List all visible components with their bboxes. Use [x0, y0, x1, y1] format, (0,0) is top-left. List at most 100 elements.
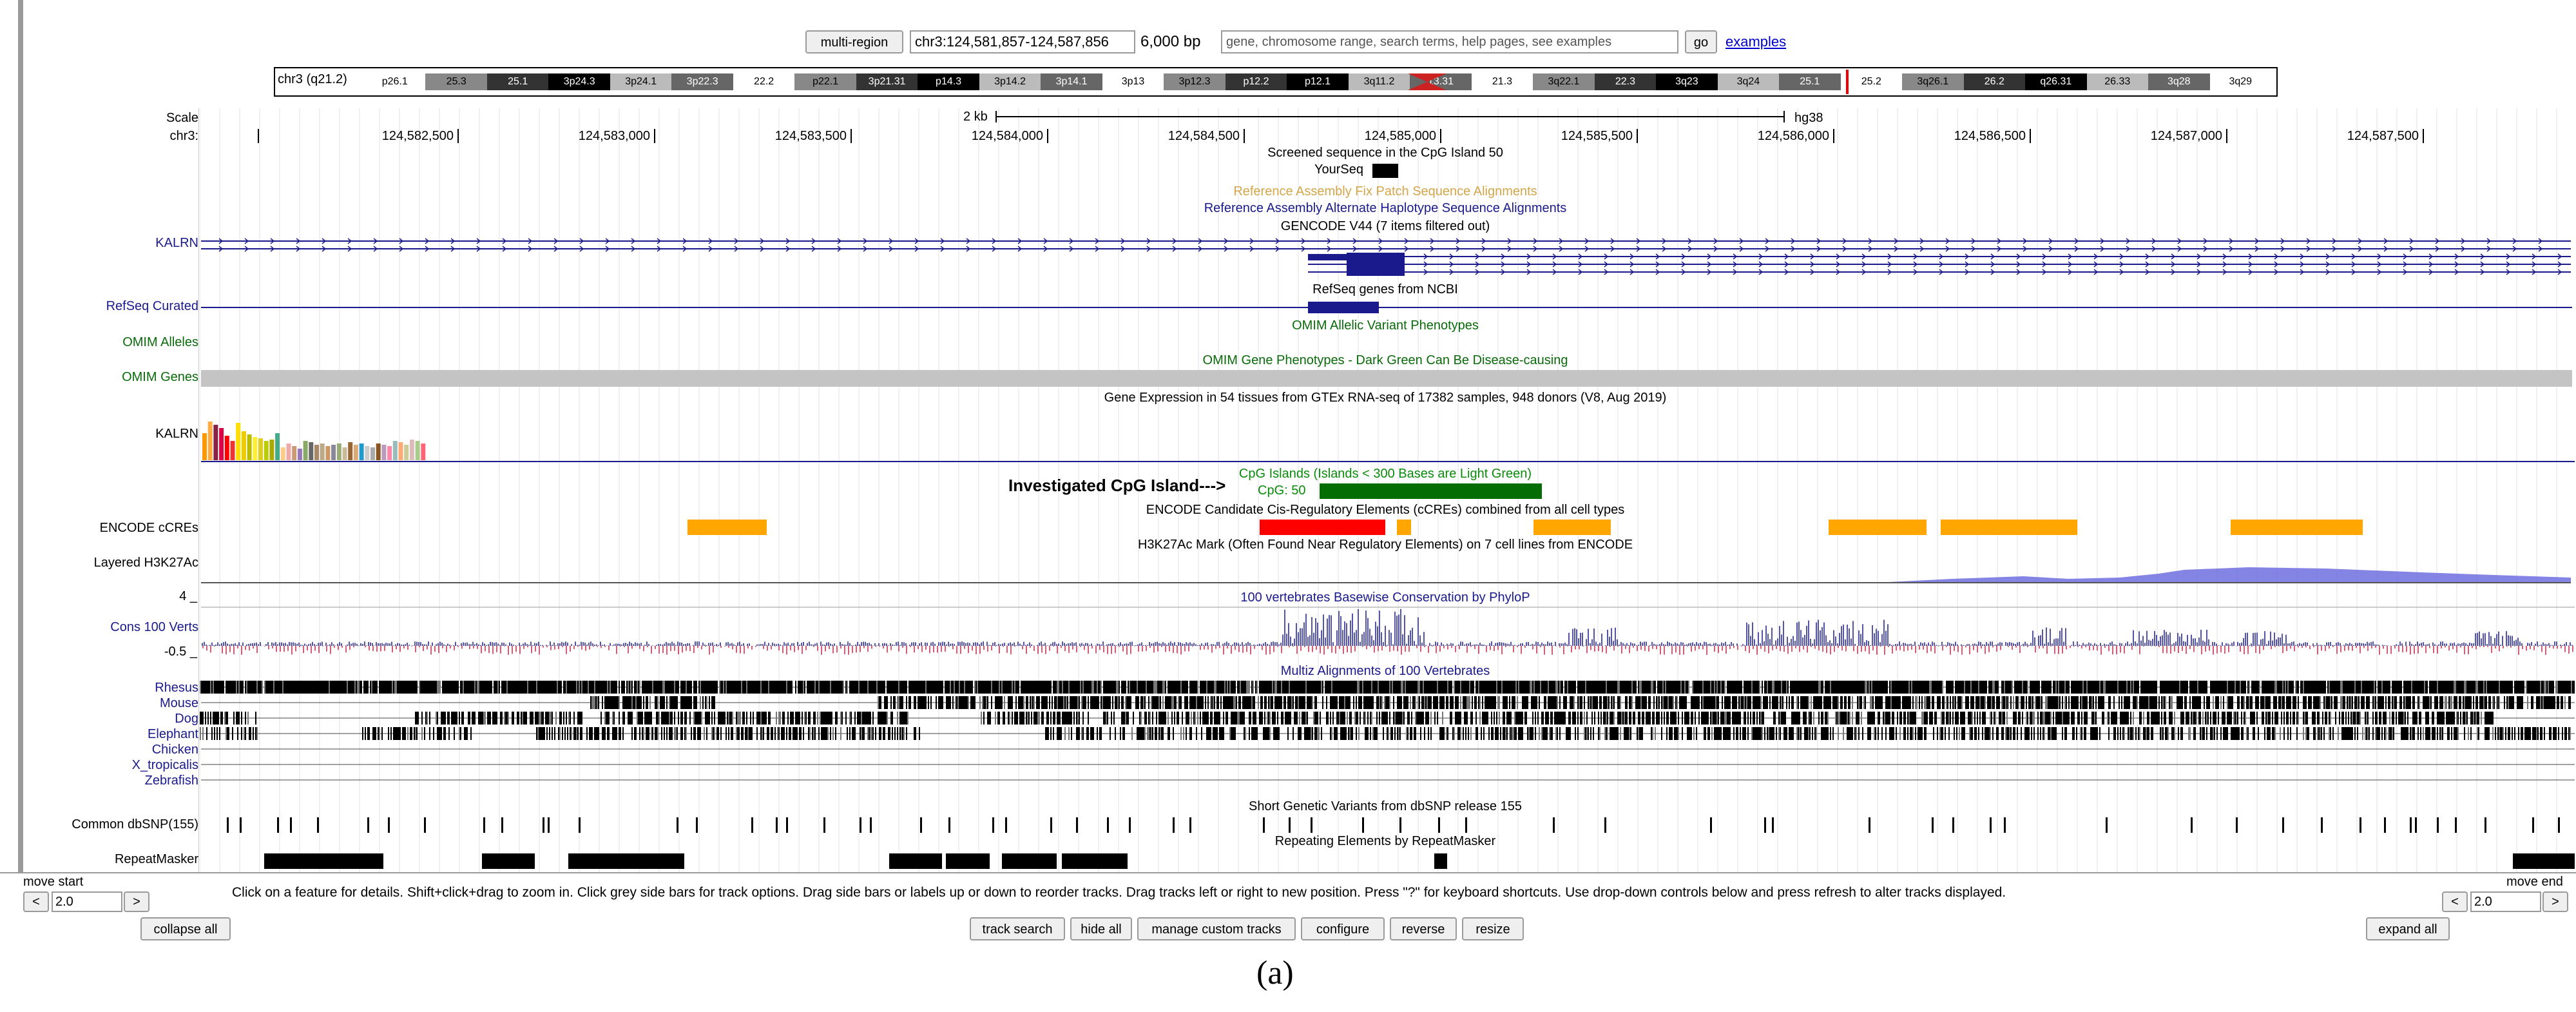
strand-chevron	[2229, 246, 2234, 252]
configure-button[interactable]: configure	[1301, 917, 1385, 940]
yourseq-block[interactable]	[1372, 164, 1398, 178]
screened-title: Screened sequence in the CpG Island 50	[1267, 146, 1503, 160]
move-start-right-button[interactable]: >	[124, 891, 149, 912]
multiz-alignments[interactable]	[200, 678, 2576, 801]
ideogram-band[interactable]: 21.3	[1471, 73, 1533, 90]
dbsnp-variants[interactable]	[200, 816, 2576, 835]
h3k27ac-signal[interactable]	[200, 553, 2576, 585]
reverse-button[interactable]: reverse	[1390, 917, 1457, 940]
ideogram-band[interactable]: q26.31	[2025, 73, 2087, 90]
ideogram-band[interactable]: 3q29	[2209, 73, 2271, 90]
hide-all-button[interactable]: hide all	[1070, 917, 1132, 940]
move-end-left-button[interactable]: <	[2442, 891, 2468, 912]
move-end-right-button[interactable]: >	[2542, 891, 2568, 912]
dbsnp-label[interactable]: Common dbSNP(155)	[72, 817, 198, 832]
ideogram-band[interactable]: 3q23	[1656, 73, 1718, 90]
phylop-signal[interactable]	[200, 606, 2576, 661]
ideogram-band[interactable]: 3p24.1	[610, 73, 672, 90]
ideogram-band[interactable]: p12.2	[1225, 73, 1287, 90]
species-label[interactable]: Elephant	[148, 727, 198, 741]
ideogram-band[interactable]: 3q28	[2148, 73, 2210, 90]
conservation-title: 100 vertebrates Basewise Conservation by…	[1240, 590, 1530, 605]
ccre-element[interactable]	[1533, 520, 1611, 535]
move-start-left-button[interactable]: <	[23, 891, 49, 912]
species-label[interactable]: Rhesus	[155, 681, 198, 695]
ccre-element[interactable]	[1829, 520, 1927, 535]
gtex-expression-bars[interactable]	[200, 406, 2576, 464]
chromosome-ideogram[interactable]: chr3 (q21.2) p26.1 25.3 25.1 3p24.3 3p24.1 3p…	[274, 67, 2278, 97]
move-start-zoom-input[interactable]: 2.0	[52, 891, 122, 912]
ideogram-band[interactable]: 25.3	[425, 73, 487, 90]
ideogram-band[interactable]: 25.1	[486, 73, 549, 90]
ideogram-band[interactable]: 22.3	[1594, 73, 1657, 90]
gtex-tissue-bar	[202, 433, 207, 460]
ideogram-band[interactable]: p22.1	[794, 73, 856, 90]
ideogram-chrom-label: chr3 (q21.2)	[278, 72, 347, 86]
manage-custom-tracks-button[interactable]: manage custom tracks	[1137, 917, 1296, 940]
h3k27ac-label[interactable]: Layered H3K27Ac	[93, 556, 198, 570]
collapse-all-button[interactable]: collapse all	[140, 917, 231, 940]
species-label[interactable]: X_tropicalis	[131, 758, 198, 772]
expand-all-button[interactable]: expand all	[2366, 917, 2450, 940]
ideogram-band[interactable]: p14.3	[918, 73, 979, 90]
snp-variant	[948, 817, 950, 833]
move-end-zoom-input[interactable]: 2.0	[2470, 891, 2541, 912]
strand-chevron	[1887, 253, 1892, 260]
ideogram-band[interactable]: 3q22.1	[1533, 73, 1595, 90]
strand-chevron	[2248, 253, 2253, 260]
ideogram-band[interactable]: 3p14.1	[1041, 73, 1102, 90]
search-input[interactable]: gene, chromosome range, search terms, he…	[1221, 30, 1678, 54]
species-label[interactable]: Chicken	[151, 743, 198, 757]
ideogram-band[interactable]: 3p13	[1102, 73, 1164, 90]
ideogram-band[interactable]: 3q11.2	[1348, 73, 1410, 90]
species-label[interactable]: Zebrafish	[144, 774, 198, 788]
strand-chevron	[1526, 261, 1532, 268]
ideogram-band[interactable]: 3p24.3	[548, 73, 610, 90]
repeatmasker-blocks[interactable]	[200, 852, 2576, 870]
strand-chevron	[2506, 261, 2511, 268]
ideogram-band[interactable]: 26.2	[1963, 73, 2026, 90]
examples-link[interactable]: examples	[1725, 34, 1787, 50]
encode-label[interactable]: ENCODE cCREs	[99, 521, 198, 535]
repeatmasker-label[interactable]: RepeatMasker	[114, 852, 198, 866]
snp-variant	[776, 817, 778, 833]
resize-button[interactable]: resize	[1462, 917, 1524, 940]
multi-region-button[interactable]: multi-region	[805, 30, 903, 54]
ideogram-band[interactable]: p12.1	[1287, 73, 1349, 90]
ideogram-band[interactable]: 3q26.1	[1902, 73, 1964, 90]
ccre-element[interactable]	[2231, 520, 2363, 535]
ccre-element[interactable]	[1941, 520, 2077, 535]
strand-chevron	[1095, 246, 1100, 252]
ideogram-band[interactable]: 25.1	[1779, 73, 1841, 90]
omim-alleles-label[interactable]: OMIM Alleles	[122, 335, 198, 349]
ideogram-band[interactable]: 3p14.2	[979, 73, 1041, 90]
refseq-exon[interactable]	[1308, 302, 1379, 313]
species-label[interactable]: Dog	[175, 712, 198, 726]
omim-genes-label[interactable]: OMIM Genes	[122, 370, 198, 384]
ideogram-band[interactable]: 3p12.3	[1164, 73, 1226, 90]
ideogram-band[interactable]: p26.1	[364, 73, 426, 90]
ideogram-band[interactable]: 22.2	[733, 73, 795, 90]
cpg-island-block[interactable]	[1320, 483, 1542, 499]
ideogram-band[interactable]: 26.33	[2086, 73, 2149, 90]
conservation-label[interactable]: Cons 100 Verts	[110, 620, 198, 634]
ideogram-band[interactable]: 3p22.3	[671, 73, 733, 90]
go-button[interactable]: go	[1685, 30, 1717, 54]
species-label[interactable]: Mouse	[159, 696, 198, 710]
ccre-element[interactable]	[1397, 520, 1411, 535]
track-search-button[interactable]: track search	[970, 917, 1065, 940]
strand-chevron	[1456, 238, 1461, 244]
kalrn-label[interactable]: KALRN	[155, 236, 198, 250]
encode-title: ENCODE Candidate Cis-Regulatory Elements…	[1146, 503, 1625, 517]
ideogram-band[interactable]: 3q24	[1717, 73, 1780, 90]
gtex-kalrn-label[interactable]: KALRN	[155, 427, 198, 441]
ccre-element-promoter[interactable]	[1260, 520, 1385, 535]
ccre-element[interactable]	[687, 520, 767, 535]
refseq-curated-label[interactable]: RefSeq Curated	[106, 299, 198, 313]
refseq-line[interactable]	[201, 307, 2572, 308]
ideogram-band[interactable]: 3p21.31	[856, 73, 918, 90]
gencode-transcripts[interactable]	[200, 233, 2576, 278]
position-display[interactable]: chr3:124,581,857-124,587,856	[910, 30, 1135, 54]
ideogram-band[interactable]: 25.2	[1840, 73, 1903, 90]
omim-gene-block[interactable]	[201, 370, 2572, 387]
